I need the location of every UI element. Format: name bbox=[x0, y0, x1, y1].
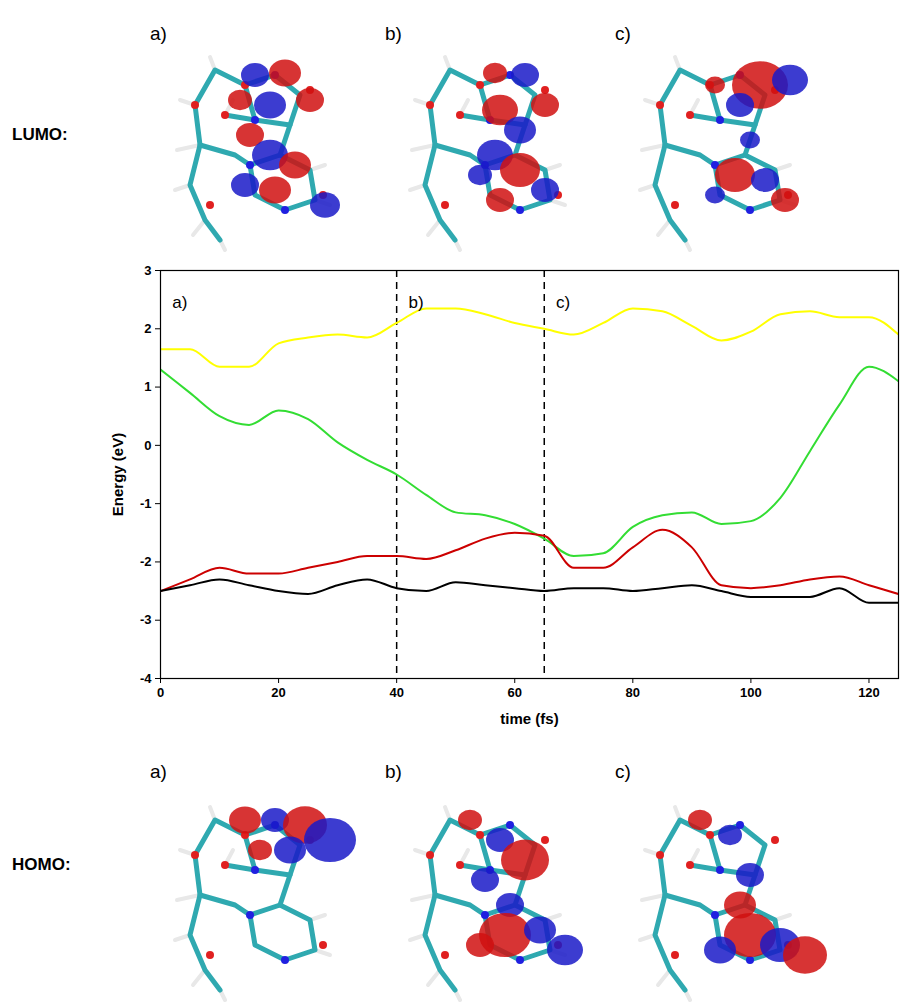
svg-text:80: 80 bbox=[626, 685, 640, 700]
svg-text:b): b) bbox=[385, 761, 402, 782]
svg-text:a): a) bbox=[150, 23, 167, 44]
svg-text:-3: -3 bbox=[140, 612, 152, 627]
svg-text:120: 120 bbox=[858, 685, 880, 700]
svg-text:c): c) bbox=[615, 23, 631, 44]
svg-text:-2: -2 bbox=[140, 554, 152, 569]
svg-text:60: 60 bbox=[508, 685, 522, 700]
svg-text:0: 0 bbox=[144, 438, 151, 453]
svg-text:LUMO:: LUMO: bbox=[12, 125, 68, 144]
svg-text:HOMO:: HOMO: bbox=[12, 855, 71, 874]
svg-text:c): c) bbox=[556, 293, 570, 312]
svg-text:-4: -4 bbox=[140, 671, 152, 686]
svg-text:c): c) bbox=[615, 761, 631, 782]
svg-text:100: 100 bbox=[740, 685, 762, 700]
svg-text:time (fs): time (fs) bbox=[500, 710, 558, 727]
svg-text:3: 3 bbox=[144, 263, 151, 278]
svg-text:b): b) bbox=[385, 23, 402, 44]
svg-text:b): b) bbox=[408, 293, 423, 312]
svg-text:40: 40 bbox=[389, 685, 403, 700]
svg-text:a): a) bbox=[172, 293, 187, 312]
svg-text:20: 20 bbox=[271, 685, 285, 700]
svg-text:0: 0 bbox=[157, 685, 164, 700]
svg-text:Energy (eV): Energy (eV) bbox=[109, 433, 126, 516]
svg-text:a): a) bbox=[150, 761, 167, 782]
svg-text:-1: -1 bbox=[140, 496, 152, 511]
svg-text:2: 2 bbox=[144, 321, 151, 336]
svg-text:1: 1 bbox=[144, 379, 151, 394]
